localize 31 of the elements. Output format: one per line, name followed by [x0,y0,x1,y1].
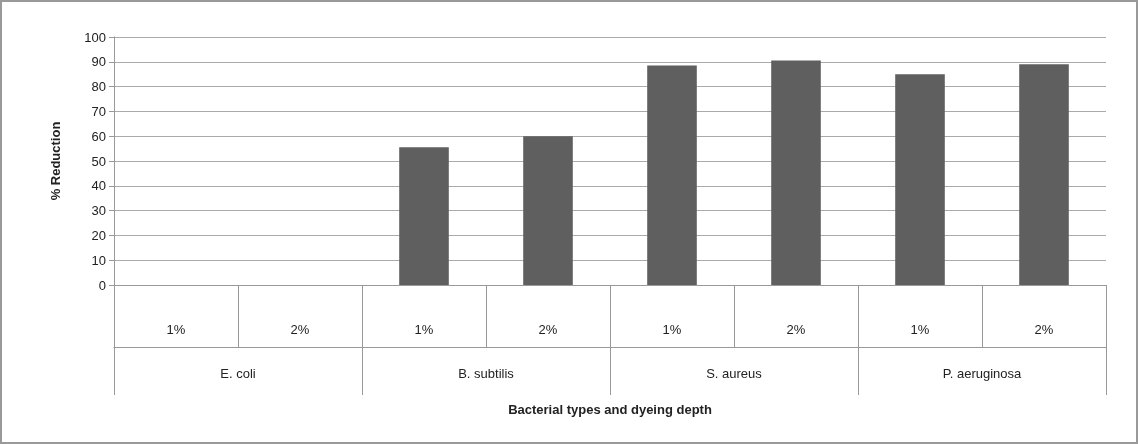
x-tick-label: 1% [166,322,186,337]
x-tick-label: 1% [910,322,930,337]
bar [1019,64,1069,285]
y-tick-label: 100 [84,29,106,45]
bar [895,74,945,285]
bar [647,65,697,285]
x-tick-label: 1% [414,322,434,337]
y-tick-label: 30 [91,203,106,219]
x-tick-label: 2% [290,322,310,337]
x-axis-title: Bacterial types and dyeing depth [508,402,712,417]
y-axis-title: % Reduction [48,121,63,201]
x-tick-label: 2% [786,322,806,337]
text: P. aeruginosa [942,366,1023,381]
text: B. subtilis [458,366,515,381]
x-tick-label: 2% [1034,322,1054,337]
x-tick-label: 1% [662,322,682,337]
y-tick-label: 10 [91,252,106,268]
x-tick-label: 2% [538,322,558,337]
text: E. coli [220,366,256,381]
text: S. aureus [706,366,763,381]
bar [771,60,821,285]
y-tick-label: 0 [98,277,106,293]
y-tick-label: 60 [91,128,106,144]
bar [399,147,449,285]
y-tick-label: 50 [91,153,106,169]
y-tick-label: 20 [91,227,106,243]
bar [523,136,573,285]
y-tick-label: 40 [91,178,106,194]
y-tick-label: 70 [91,103,106,119]
y-tick-label: 90 [91,54,106,70]
y-tick-label: 80 [91,79,106,95]
